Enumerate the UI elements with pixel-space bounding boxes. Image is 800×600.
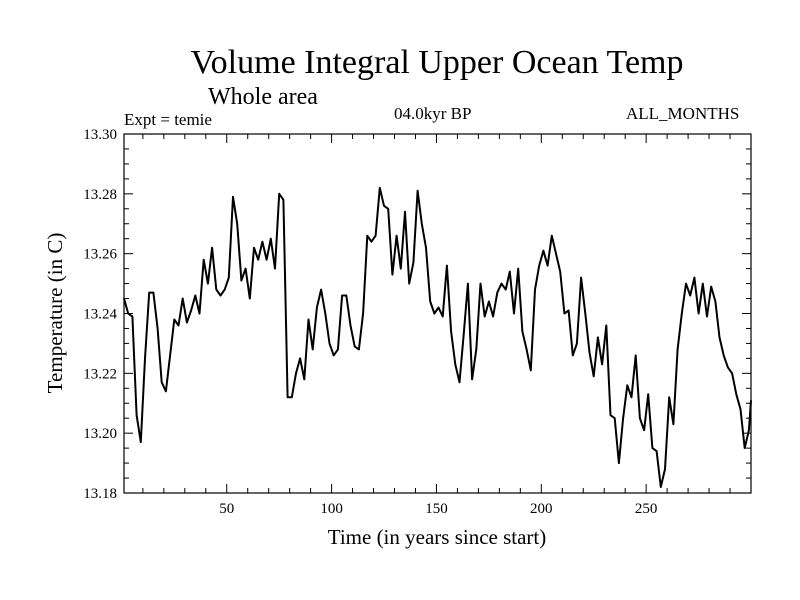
plot-frame: [123, 133, 752, 494]
x-tick-label: 250: [635, 501, 658, 517]
chart-subtitle: Whole area: [208, 84, 318, 110]
tick-labels: 50 100 150 200 250 13.18 13.20 13.22 13.24 13.26 1…: [83, 127, 657, 517]
y-axis-label: Temperature (in C): [43, 233, 67, 394]
x-tick-label: 100: [320, 501, 343, 517]
experiment-label: Expt = temie: [124, 110, 212, 129]
y-tick-label: 13.18: [83, 486, 117, 502]
y-tick-label: 13.20: [83, 426, 117, 442]
y-tick-label: 13.30: [83, 127, 117, 143]
x-tick-label: 50: [219, 501, 234, 517]
ticks: [124, 133, 751, 494]
period-label: 04.0kyr BP: [394, 104, 472, 123]
y-tick-label: 13.26: [83, 247, 117, 263]
x-axis-label: Time (in years since start): [328, 525, 547, 549]
y-tick-label: 13.22: [83, 366, 117, 382]
series-line-temperature: [123, 186, 752, 488]
y-tick-label: 13.24: [83, 307, 117, 323]
x-tick-label: 200: [530, 501, 553, 517]
chart-title: Volume Integral Upper Ocean Temp: [190, 44, 684, 81]
months-label: ALL_MONTHS: [626, 104, 740, 123]
y-tick-label: 13.28: [83, 187, 117, 203]
x-tick-label: 150: [425, 501, 448, 517]
